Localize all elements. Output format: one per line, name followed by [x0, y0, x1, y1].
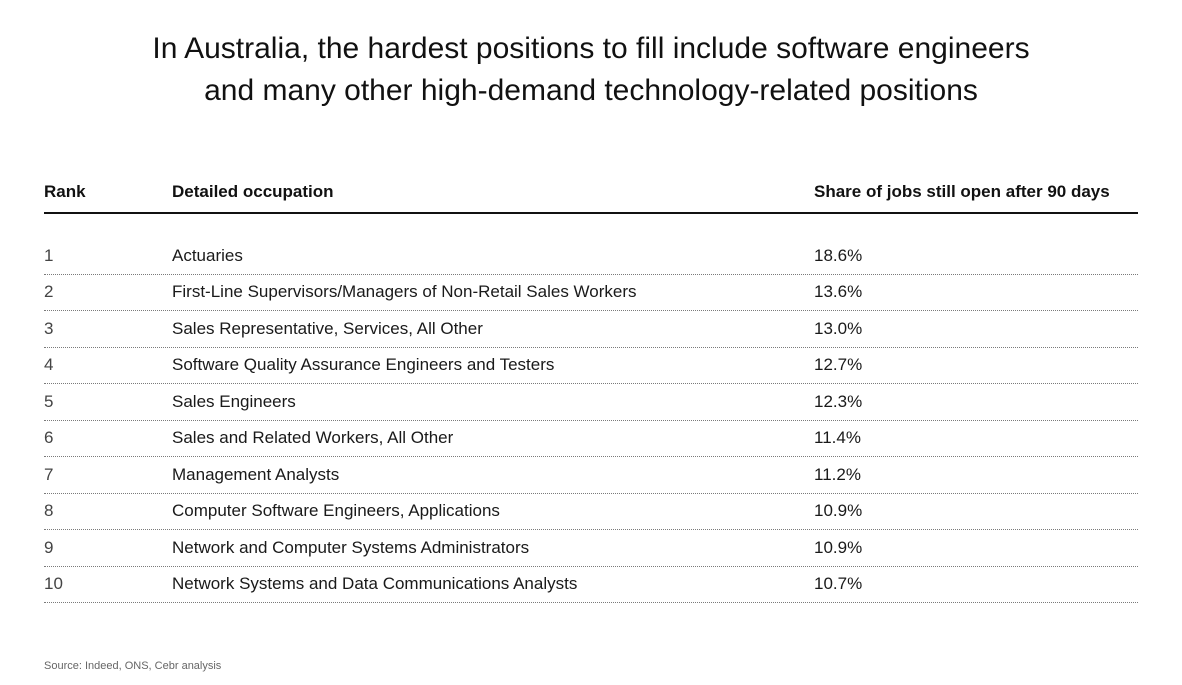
cell-share: 12.3% [814, 391, 863, 411]
chart-title-line-1: In Australia, the hardest positions to f… [152, 32, 1030, 65]
occupation-table: Rank Detailed occupation Share of jobs s… [44, 172, 1138, 603]
cell-rank: 2 [44, 282, 54, 302]
cell-share: 18.6% [814, 245, 863, 265]
table-row: 5 Sales Engineers 12.3% [44, 384, 1138, 421]
cell-occupation: Computer Software Engineers, Application… [172, 501, 500, 521]
header-rank: Rank [44, 182, 86, 201]
cell-occupation: Network and Computer Systems Administrat… [172, 537, 530, 557]
source-note: Source: Indeed, ONS, Cebr analysis [44, 660, 222, 672]
table-row: 10 Network Systems and Data Communicatio… [44, 567, 1138, 603]
header-occupation: Detailed occupation [172, 182, 334, 201]
chart-title: In Australia, the hardest positions to f… [0, 28, 1182, 112]
table-row: 6 Sales and Related Workers, All Other 1… [44, 421, 1138, 457]
cell-rank: 7 [44, 464, 54, 484]
cell-rank: 9 [44, 537, 54, 557]
cell-occupation: Sales Representative, Services, All Othe… [172, 318, 483, 338]
cell-share: 10.9% [814, 501, 863, 521]
cell-occupation: Software Quality Assurance Engineers and… [172, 355, 555, 375]
cell-share: 11.4% [814, 428, 861, 448]
cell-occupation: Management Analysts [172, 464, 340, 484]
table-row: 4 Software Quality Assurance Engineers a… [44, 348, 1138, 384]
cell-occupation: Network Systems and Data Communications … [172, 574, 578, 594]
cell-occupation: Sales and Related Workers, All Other [172, 428, 454, 448]
chart-title-line-2: and many other high-demand technology-re… [204, 74, 978, 107]
cell-share: 13.6% [814, 282, 863, 302]
table-row: 8 Computer Software Engineers, Applicati… [44, 494, 1138, 530]
cell-rank: 5 [44, 391, 54, 411]
cell-occupation: First-Line Supervisors/Managers of Non-R… [172, 282, 637, 302]
cell-rank: 6 [44, 428, 54, 448]
cell-share: 12.7% [814, 355, 863, 375]
cell-rank: 8 [44, 501, 54, 521]
table-row: 2 First-Line Supervisors/Managers of Non… [44, 275, 1138, 311]
cell-share: 10.7% [814, 574, 863, 594]
cell-share: 13.0% [814, 318, 863, 338]
cell-share: 11.2% [814, 464, 861, 484]
table-body: 1 Actuaries 18.6% 2 First-Line Superviso… [44, 238, 1138, 603]
table-header: Rank Detailed occupation Share of jobs s… [44, 172, 1138, 214]
cell-share: 10.9% [814, 537, 863, 557]
table-row: 9 Network and Computer Systems Administr… [44, 530, 1138, 567]
cell-occupation: Actuaries [172, 245, 243, 265]
cell-rank: 10 [44, 574, 63, 594]
cell-rank: 4 [44, 355, 54, 375]
cell-occupation: Sales Engineers [172, 391, 296, 411]
cell-rank: 3 [44, 318, 54, 338]
table-row: 1 Actuaries 18.6% [44, 238, 1138, 275]
cell-rank: 1 [44, 245, 54, 265]
table-row: 3 Sales Representative, Services, All Ot… [44, 311, 1138, 348]
table-row: 7 Management Analysts 11.2% [44, 457, 1138, 494]
header-share: Share of jobs still open after 90 days [814, 182, 1110, 201]
